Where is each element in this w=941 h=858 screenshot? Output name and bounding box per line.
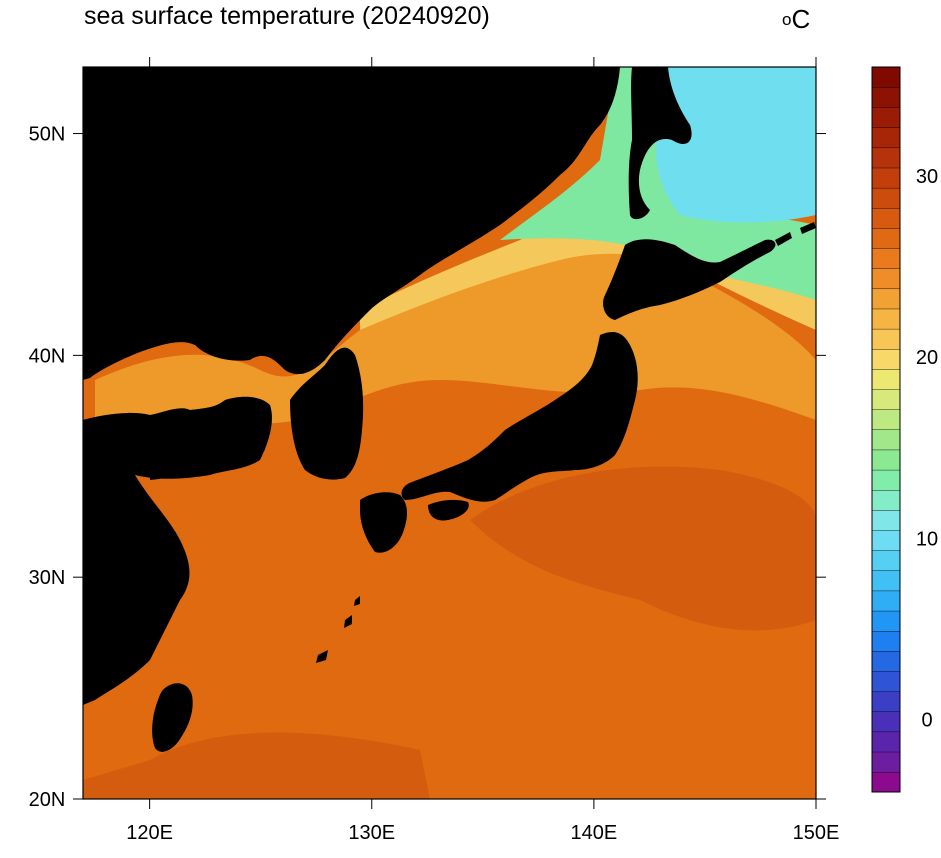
ocean-cold-okhotsk [656,67,816,223]
land-honshu [401,332,638,502]
colorbar-swatch [871,751,901,773]
land-ryukyu-1 [316,650,328,663]
land-shandong [150,441,265,480]
colorbar-swatch [871,66,901,88]
land-ryukyu-3 [354,596,360,606]
colorbar-swatch [871,328,901,350]
colorbar-swatch [871,288,901,310]
lat-tick-label: 40N [29,345,66,367]
colorbar-swatch [871,268,901,290]
colorbar-swatch [871,368,901,390]
land-kuril-2 [800,222,816,234]
land-ryukyu-2 [344,615,352,628]
colorbar-swatch [871,529,901,551]
land-taiwan [152,683,193,752]
map-frame [82,66,817,800]
land-shikoku [428,499,469,521]
colorbar-swatch [871,409,901,431]
colorbar-swatch [871,187,901,209]
colorbar-swatch [871,691,901,712]
colorbar-swatch [871,509,901,531]
colorbar-tick-label: 10 [916,528,938,550]
colorbar-swatch [871,550,901,571]
ocean-warm-south [83,732,430,799]
colorbar: 0 10 20 30 [871,66,938,793]
colorbar-swatch [871,711,901,733]
colorbar-tick-label: 30 [916,166,938,188]
lat-tick-label: 50N [29,124,66,146]
colorbar-swatch [871,308,901,330]
colorbar-swatch [871,630,901,652]
colorbar-swatch [871,227,901,249]
colorbar-swatch [871,248,901,269]
land-kyushu [360,492,407,553]
colorbar-swatch [871,107,901,128]
colorbar-swatch [871,147,901,169]
colorbar-swatch [871,86,901,108]
colorbar-swatch [871,449,901,471]
land-kuril-1 [775,232,792,246]
colorbar-swatch [871,771,901,793]
colorbar-swatch [871,127,901,149]
colorbar-swatch [871,590,901,612]
land-masses [83,67,816,752]
lat-tick-label: 20N [29,789,66,811]
colorbar-swatch [871,610,901,632]
colorbar-swatch [871,207,901,229]
lon-axis: 120E 130E 140E 150E [126,57,839,844]
colorbar-tick-label: 0 [921,710,932,732]
colorbar-swatch [871,731,901,753]
lat-tick-label: 30N [29,567,66,589]
colorbar-swatch [871,389,901,410]
land-sakhalin [628,67,692,220]
colorbar-swatch [871,167,901,189]
lon-tick-label: 150E [793,822,840,844]
ocean-cold-zone [500,67,816,300]
colorbar-frame [871,66,901,793]
colorbar-swatch [871,469,901,491]
map-title: sea surface temperature (20240920) [84,2,490,30]
units-text: C [791,4,811,34]
land-asia-continent [83,67,620,705]
lat-axis: 20N 30N 40N 50N [29,124,826,811]
land-korea [290,347,364,480]
colorbar-swatch [871,670,901,692]
colorbar-swatch [871,650,901,672]
colorbar-swatch [871,348,901,370]
ocean-warm-pool [470,466,816,631]
land-hokkaido [603,239,776,320]
lon-tick-label: 130E [348,822,395,844]
lon-tick-label: 120E [126,822,173,844]
lon-tick-label: 140E [571,822,618,844]
units-label: oC [782,4,810,35]
degree-symbol: o [782,10,792,29]
colorbar-swatch [871,570,901,592]
map-plot-area [83,67,816,799]
colorbar-swatch [871,489,901,511]
colorbar-tick-label: 20 [916,347,938,369]
colorbar-swatch [871,429,901,451]
